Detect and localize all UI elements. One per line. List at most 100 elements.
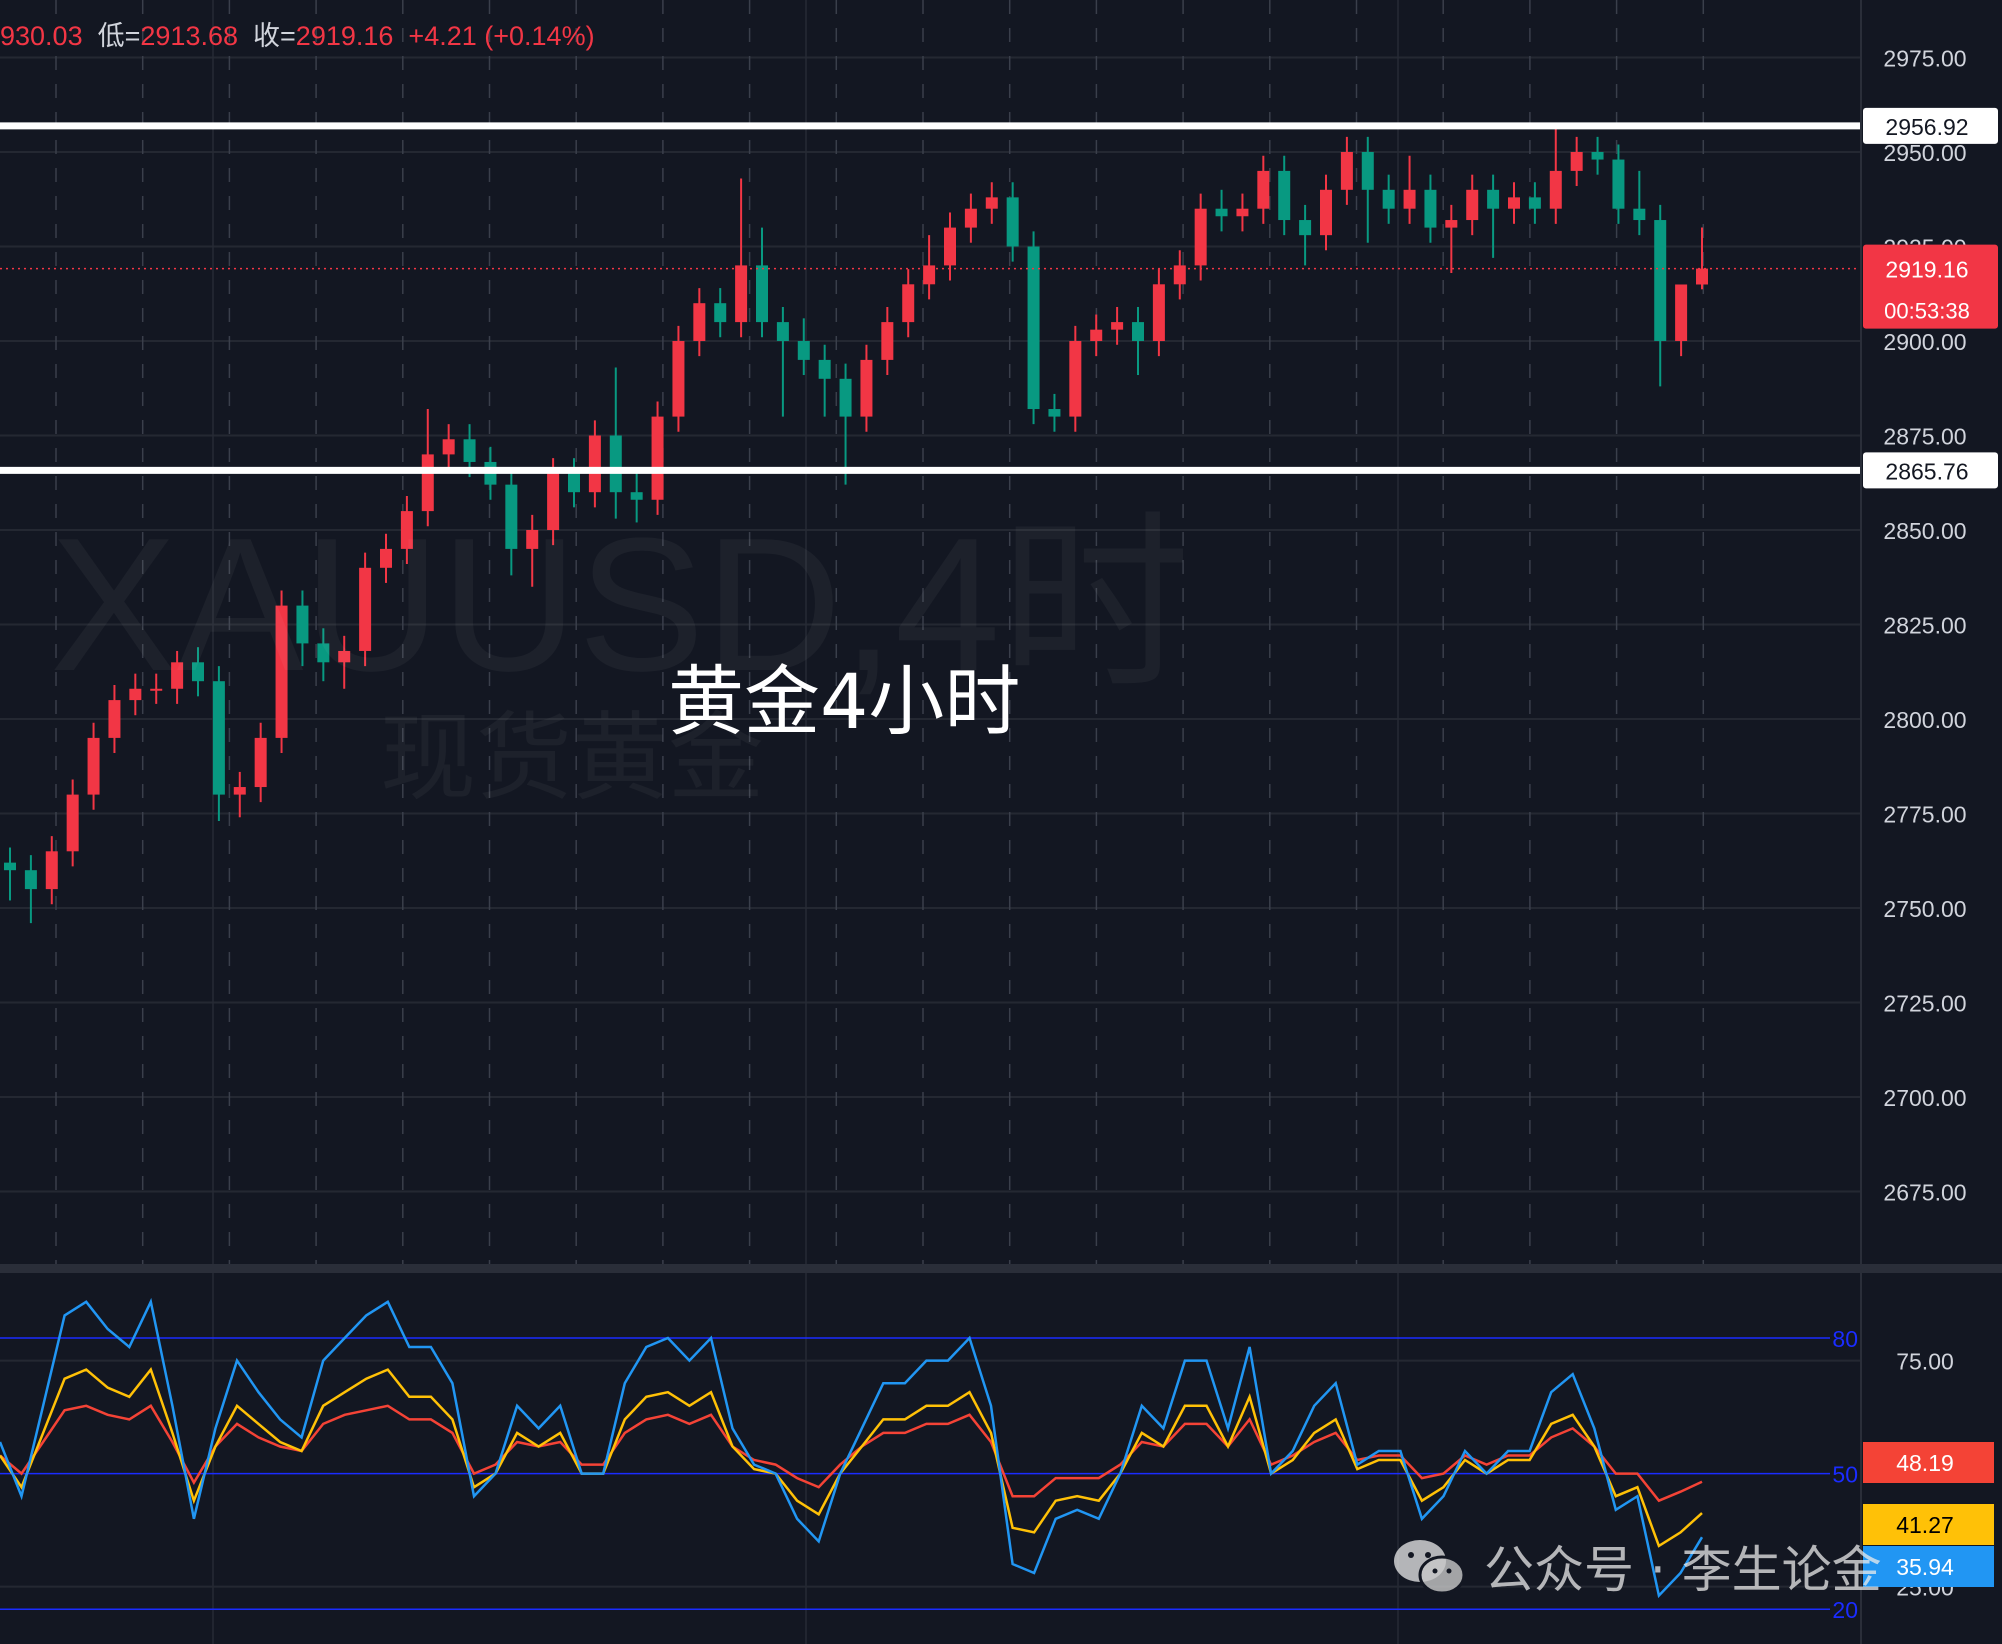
candle-body xyxy=(1048,409,1061,417)
candle-body xyxy=(1090,329,1103,341)
candle-body xyxy=(1278,170,1291,221)
candle-body xyxy=(1340,152,1353,190)
candle-body xyxy=(1111,322,1124,330)
candle-body xyxy=(233,787,246,795)
candle-body xyxy=(797,341,810,360)
candle-body xyxy=(463,439,476,462)
price-tick-label: 2750.00 xyxy=(1883,896,1966,922)
price-tick-label: 2875.00 xyxy=(1883,424,1966,450)
indicator-value-bg xyxy=(1863,1504,1994,1545)
candle-body xyxy=(338,650,351,663)
candle-body xyxy=(380,548,392,568)
candle-body xyxy=(1215,208,1228,217)
candle-body xyxy=(1236,208,1249,217)
candle-body xyxy=(1570,152,1583,171)
change-percent: (+0.14%) xyxy=(484,21,595,51)
candle-body xyxy=(1654,220,1667,341)
level-label-bg xyxy=(1863,107,1998,144)
candle-body xyxy=(254,737,267,788)
indicator-value-bg xyxy=(1863,1546,1994,1587)
candle-body xyxy=(1173,265,1186,285)
last-price-label: 2919.16 xyxy=(1885,257,1968,283)
price-tick-label: 2950.00 xyxy=(1883,140,1966,166)
level-label: 2956.92 xyxy=(1885,114,1968,140)
indicator-series-line xyxy=(0,1297,1704,1599)
indicator-series-line xyxy=(0,1404,1703,1503)
candle-body xyxy=(1696,268,1708,285)
candle-body xyxy=(442,439,455,455)
pane-separator xyxy=(0,1264,2002,1273)
candle-body xyxy=(860,359,873,417)
change-value: +4.21 xyxy=(408,21,477,51)
level-label: 2865.76 xyxy=(1885,458,1968,484)
candle-body xyxy=(1466,189,1479,221)
candle-body xyxy=(1027,246,1040,410)
price-tick-label: 2850.00 xyxy=(1883,518,1966,544)
candle-body xyxy=(1403,189,1416,209)
candle-body xyxy=(1528,197,1541,209)
ohlc-header: 930.03 低=2913.68 收=2919.16 +4.21 (+0.14%… xyxy=(0,14,595,53)
candle-body xyxy=(1257,170,1270,209)
candle-body xyxy=(1299,220,1312,236)
candle-body xyxy=(171,662,184,689)
candle-body xyxy=(588,435,601,493)
candle-body xyxy=(1006,197,1019,247)
price-tick-label: 2700.00 xyxy=(1883,1085,1966,1111)
candle-body xyxy=(923,265,936,285)
indicator-value-label: 48.19 xyxy=(1896,1450,1954,1476)
candle-body xyxy=(651,416,664,500)
candle-body xyxy=(4,862,16,871)
low-label: 低= xyxy=(97,21,141,51)
candle-body xyxy=(902,284,915,323)
price-tick-label: 2775.00 xyxy=(1883,802,1966,828)
indicator-series-line xyxy=(0,1367,1703,1548)
candle-body xyxy=(1382,189,1395,209)
candle-body xyxy=(1612,159,1625,209)
candle-body xyxy=(45,851,58,890)
candle-body xyxy=(192,662,204,682)
price-tick-label: 2675.00 xyxy=(1883,1180,1966,1206)
candle-body xyxy=(108,700,121,738)
watermark-symbol: XAUUSD,4时 xyxy=(50,450,1190,725)
price-tick-label: 2725.00 xyxy=(1883,991,1966,1017)
candle-body xyxy=(505,484,518,549)
candle-body xyxy=(985,197,998,209)
indicator-ref-label: 50 xyxy=(1832,1462,1858,1488)
candle-body xyxy=(735,265,748,323)
candle-body xyxy=(1591,152,1604,160)
bar-countdown: 00:53:38 xyxy=(1884,299,1970,324)
candle-body xyxy=(1487,189,1500,209)
close-label: 收= xyxy=(253,21,296,51)
candle-body xyxy=(359,567,372,651)
candle-body xyxy=(1675,284,1688,341)
price-tick-label: 2900.00 xyxy=(1883,329,1966,355)
candle-body xyxy=(547,473,560,530)
candle-body xyxy=(944,227,956,266)
wechat-watermark: 公众号 · 李生论金 xyxy=(1390,1530,1882,1602)
candle-body xyxy=(609,435,622,493)
price-tick-label: 2975.00 xyxy=(1883,46,1966,72)
candle-body xyxy=(1508,197,1520,209)
indicator-tick-label: 75.00 xyxy=(1896,1349,1954,1375)
indicator-ref-label: 80 xyxy=(1832,1326,1858,1352)
last-price-label-bg xyxy=(1863,244,1998,329)
candle-body xyxy=(296,605,309,644)
candle-body xyxy=(1132,322,1144,341)
candle-body xyxy=(212,681,225,795)
candle-body xyxy=(87,737,100,795)
indicator-value-label: 35.94 xyxy=(1896,1554,1954,1580)
candle-body xyxy=(839,378,852,417)
candle-body xyxy=(756,265,768,323)
candle-body xyxy=(672,341,685,417)
annotation-text: 黄金4小时 xyxy=(668,657,1021,746)
candle-body xyxy=(66,794,79,852)
candle-body xyxy=(1152,284,1165,341)
candle-body xyxy=(1194,208,1207,266)
candle-body xyxy=(150,688,163,691)
candle-body xyxy=(129,688,142,701)
indicator-value-label: 41.27 xyxy=(1896,1512,1954,1538)
candle-body xyxy=(964,208,977,228)
candle-body xyxy=(1549,170,1562,209)
low-value: 2913.68 xyxy=(140,21,238,51)
